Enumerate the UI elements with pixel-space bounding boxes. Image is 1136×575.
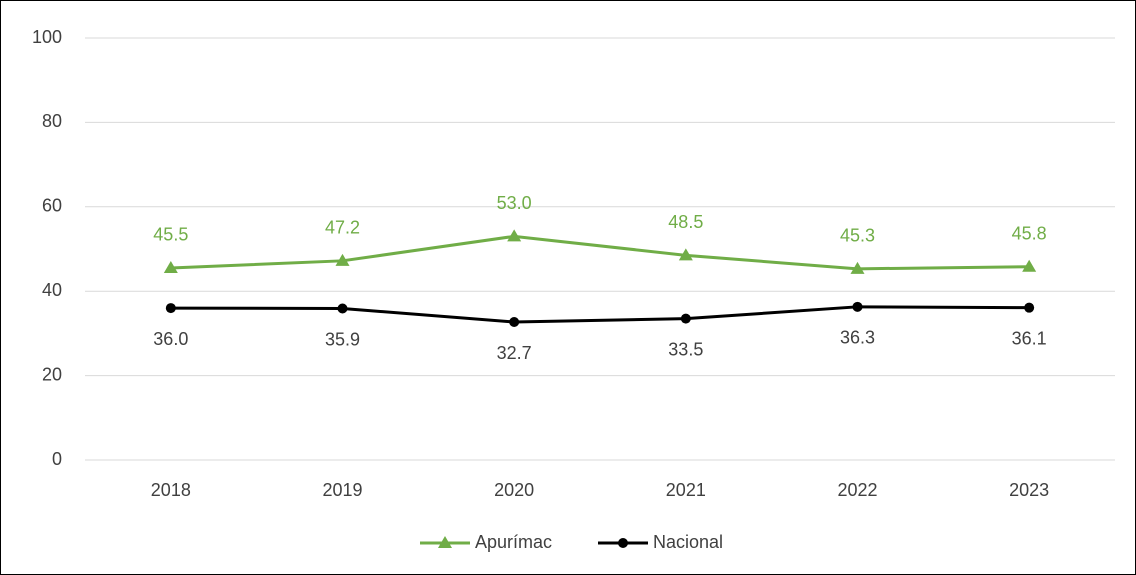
marker — [1024, 302, 1035, 313]
marker — [850, 261, 865, 274]
data-label: 36.0 — [153, 329, 188, 349]
series-line — [170, 234, 1030, 271]
data-label: 35.9 — [325, 329, 360, 349]
legend-label: Nacional — [653, 532, 723, 552]
marker — [337, 303, 348, 314]
y-tick-label: 20 — [42, 364, 62, 384]
y-tick-label: 40 — [42, 280, 62, 300]
series-line — [170, 305, 1030, 324]
marker — [335, 253, 350, 266]
data-label: 45.5 — [153, 225, 188, 245]
data-label: 47.2 — [325, 218, 360, 238]
y-tick-label: 60 — [42, 196, 62, 216]
marker — [680, 313, 691, 324]
data-label: 33.5 — [668, 339, 703, 359]
marker — [509, 317, 520, 328]
x-tick-label: 2019 — [322, 480, 362, 500]
x-tick-label: 2021 — [666, 480, 706, 500]
marker — [1022, 259, 1037, 272]
marker — [618, 538, 628, 548]
marker — [165, 303, 176, 314]
marker — [163, 260, 178, 273]
data-label: 36.3 — [840, 328, 875, 348]
x-tick-label: 2022 — [837, 480, 877, 500]
data-label: 32.7 — [497, 343, 532, 363]
y-tick-label: 0 — [52, 449, 62, 469]
marker — [678, 248, 693, 261]
data-label: 45.3 — [840, 226, 875, 246]
legend-label: Apurímac — [475, 532, 552, 552]
data-label: 53.0 — [497, 193, 532, 213]
x-tick-label: 2023 — [1009, 480, 1049, 500]
x-tick-label: 2018 — [151, 480, 191, 500]
y-tick-label: 100 — [32, 27, 62, 47]
marker — [438, 536, 452, 548]
data-label: 48.5 — [668, 212, 703, 232]
x-tick-label: 2020 — [494, 480, 534, 500]
data-label: 45.8 — [1012, 223, 1047, 243]
marker — [507, 229, 522, 242]
marker — [852, 301, 863, 312]
y-tick-label: 80 — [42, 111, 62, 131]
data-label: 36.1 — [1012, 328, 1047, 348]
